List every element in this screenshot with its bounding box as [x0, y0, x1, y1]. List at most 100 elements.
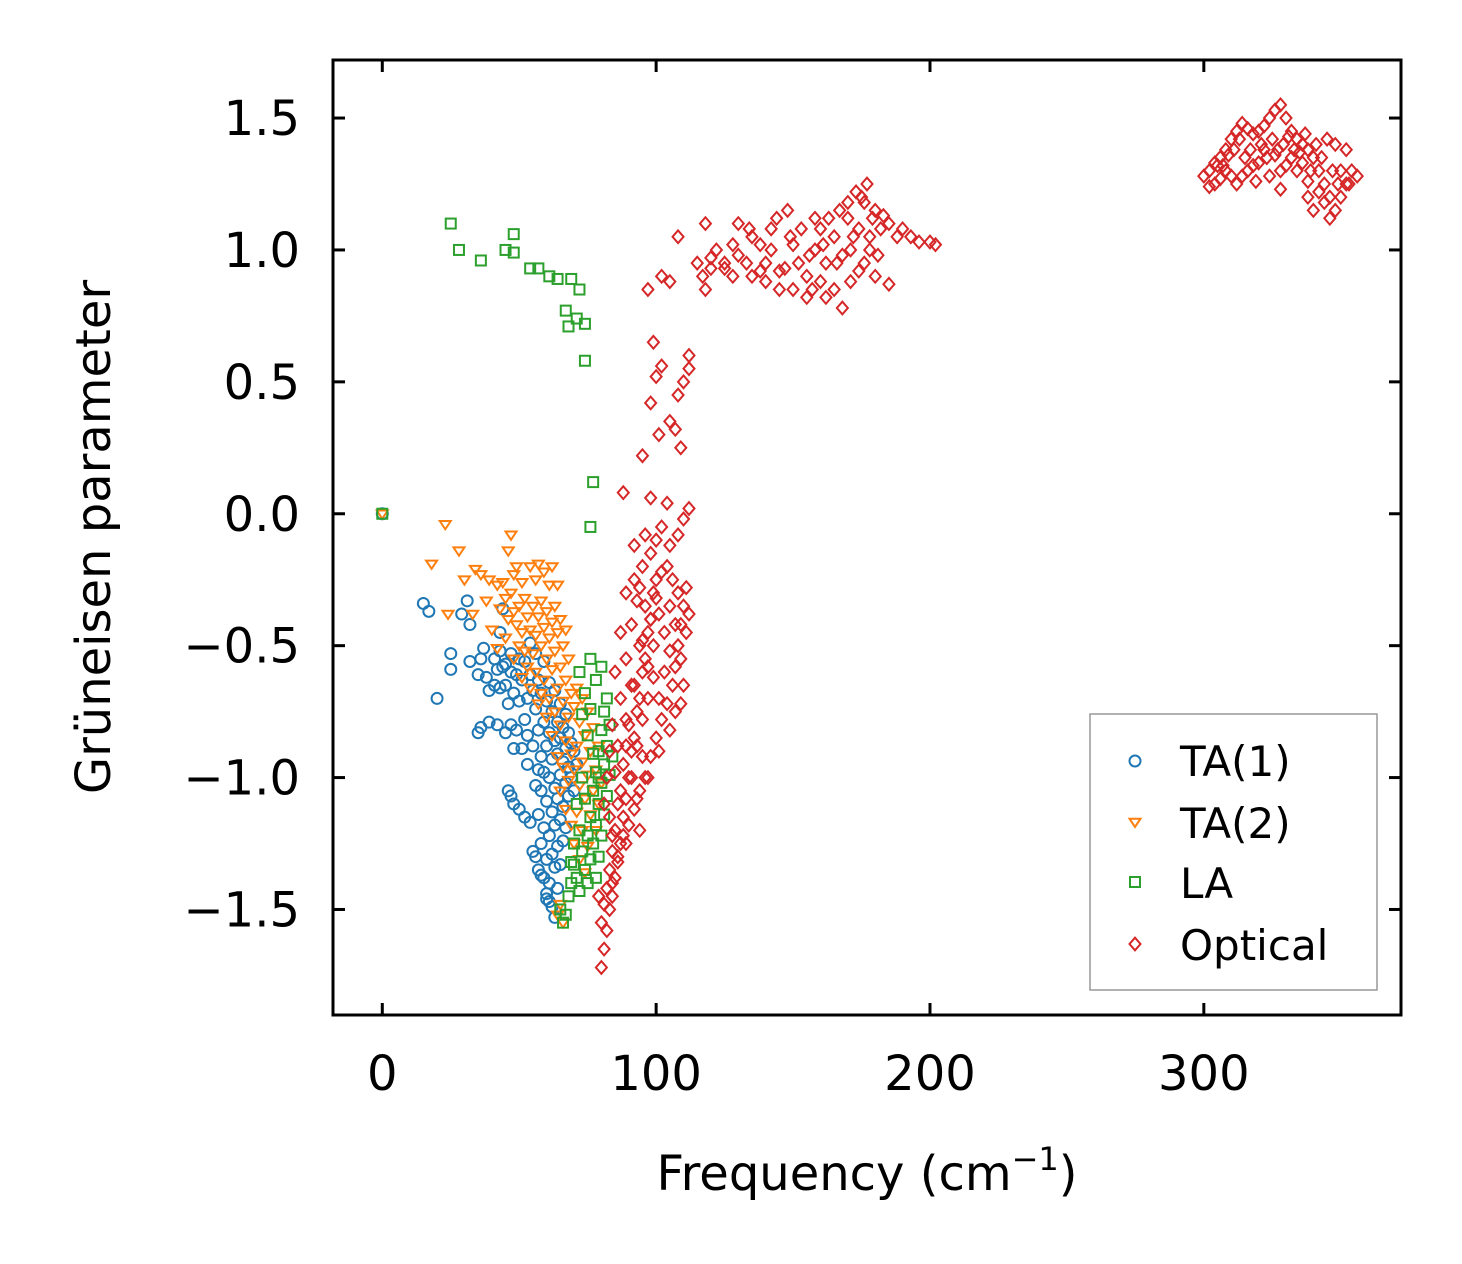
data-point	[482, 715, 496, 729]
data-point	[460, 594, 474, 608]
data-point	[819, 289, 833, 306]
data-point	[1281, 128, 1296, 145]
data-point	[613, 782, 628, 799]
data-point	[668, 616, 683, 633]
data-point	[857, 255, 872, 271]
data-point	[520, 612, 535, 624]
data-point	[641, 690, 655, 707]
data-point	[587, 747, 600, 760]
data-point	[627, 677, 642, 694]
data-point	[430, 691, 444, 705]
data-point	[468, 564, 483, 576]
data-point	[649, 571, 663, 588]
data-point	[545, 805, 559, 819]
data-point	[600, 769, 614, 786]
data-point	[671, 527, 685, 543]
data-point	[509, 723, 523, 737]
data-point	[799, 268, 814, 285]
data-point	[717, 260, 732, 277]
data-point	[616, 809, 631, 825]
data-point	[635, 711, 650, 728]
x-axis-label-close: )	[1059, 1146, 1078, 1202]
data-point	[1350, 168, 1365, 184]
data-point	[799, 289, 814, 306]
data-point	[1312, 184, 1326, 200]
data-point	[552, 786, 568, 798]
data-point	[652, 743, 666, 760]
data-point	[1290, 162, 1304, 179]
data-point	[1218, 162, 1233, 179]
data-point	[543, 270, 556, 283]
data-point	[576, 771, 589, 784]
data-point	[1287, 141, 1302, 158]
data-point	[731, 247, 746, 264]
data-point	[772, 281, 787, 298]
data-point	[1317, 194, 1332, 211]
data-point	[605, 716, 620, 733]
data-point	[671, 637, 685, 654]
data-point	[477, 641, 491, 655]
data-point	[786, 281, 800, 298]
data-point	[585, 786, 601, 798]
data-point	[606, 750, 619, 763]
data-point	[753, 263, 768, 279]
data-point	[605, 827, 620, 844]
data-point	[895, 220, 910, 237]
data-point	[635, 632, 650, 649]
data-point	[558, 736, 574, 748]
data-point	[1238, 149, 1252, 166]
data-point	[1328, 136, 1343, 153]
data-point	[624, 677, 639, 694]
data-point	[558, 675, 574, 687]
legend-marker-la	[1129, 876, 1141, 888]
data-point	[695, 268, 710, 285]
data-point	[745, 268, 759, 285]
data-point	[652, 690, 666, 707]
data-point	[630, 790, 644, 807]
data-point	[552, 614, 568, 627]
data-point	[654, 519, 669, 535]
data-point	[890, 228, 904, 245]
legend-markers	[1127, 754, 1143, 952]
data-point	[504, 789, 518, 803]
data-point	[1301, 141, 1315, 158]
data-point	[536, 567, 552, 579]
data-point	[498, 593, 513, 605]
data-point	[673, 695, 688, 712]
data-point	[635, 558, 650, 575]
data-point	[646, 637, 661, 654]
data-point	[739, 255, 754, 271]
data-point	[698, 281, 713, 298]
data-point	[522, 562, 538, 574]
data-point	[547, 646, 563, 658]
data-point	[876, 207, 891, 224]
data-point	[544, 665, 560, 677]
data-point	[619, 790, 633, 807]
data-point	[536, 622, 552, 634]
data-point	[679, 579, 694, 596]
data-point	[682, 347, 696, 364]
data-point	[539, 607, 554, 619]
data-point	[668, 421, 683, 438]
data-point	[1232, 131, 1247, 147]
data-point	[663, 273, 677, 290]
data-point	[528, 575, 544, 587]
data-point	[632, 637, 647, 654]
y-axis-label: Grüneisen parameter	[66, 280, 122, 795]
data-point	[1265, 131, 1280, 147]
x-tick-label: 200	[884, 1046, 976, 1102]
data-point	[558, 804, 574, 816]
data-point	[627, 537, 642, 554]
legend-marker-optical	[1128, 936, 1142, 952]
data-point	[769, 210, 784, 227]
data-point	[780, 202, 795, 219]
data-point	[541, 694, 557, 706]
data-point	[444, 647, 458, 661]
legend: TA(1) TA(2) LA Optical	[1089, 713, 1378, 991]
data-point	[882, 276, 896, 293]
data-point	[552, 662, 568, 674]
data-point	[524, 262, 537, 275]
data-point	[574, 757, 590, 769]
data-point	[602, 901, 617, 918]
data-point	[1314, 149, 1329, 166]
